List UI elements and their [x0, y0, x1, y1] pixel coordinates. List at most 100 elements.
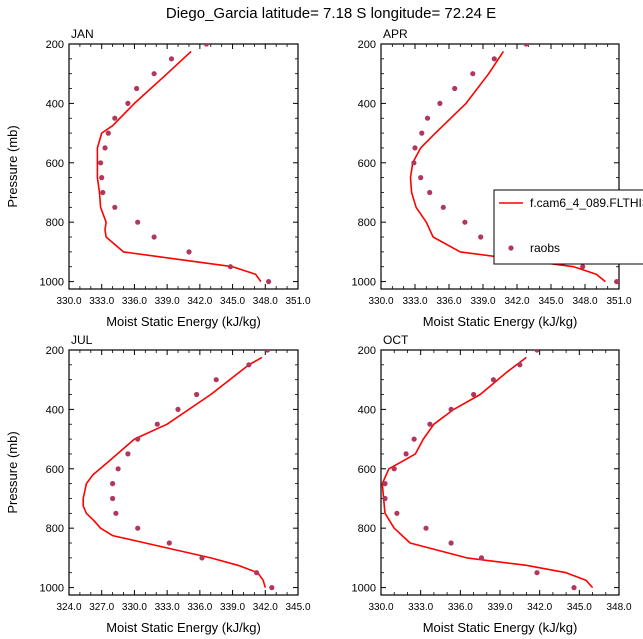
- y-tick-label: 1000: [352, 277, 376, 289]
- panel-title: JAN: [71, 27, 94, 41]
- x-tick-label: 333.0: [408, 602, 433, 613]
- obs-point: [199, 555, 205, 561]
- obs-point: [427, 421, 433, 427]
- obs-point: [105, 130, 111, 136]
- y-tick-label: 600: [358, 464, 376, 476]
- obs-point: [166, 540, 172, 546]
- obs-point: [115, 466, 121, 472]
- plot-frame: [380, 349, 620, 596]
- obs-point: [135, 436, 141, 442]
- obs-point: [227, 264, 233, 270]
- x-axis-label: Moist Static Energy (kJ/kg): [423, 620, 578, 635]
- x-tick-label: 339.0: [487, 602, 512, 613]
- obs-point: [186, 249, 192, 255]
- obs-point: [213, 377, 219, 383]
- obs-point: [112, 204, 118, 210]
- x-tick-label: 330.0: [368, 602, 393, 613]
- plot-frame: [68, 43, 299, 290]
- x-tick-label: 324.0: [56, 602, 81, 613]
- legend-model-label: f.cam6_4_089.FLTHIST_ne30.r328_gamma0.33…: [530, 196, 643, 210]
- obs-point: [100, 189, 106, 196]
- x-tick-label: 330.0: [368, 296, 393, 307]
- y-tick-label: 1000: [40, 277, 64, 289]
- plot-frame: [380, 43, 620, 290]
- panel-title: APR: [383, 27, 408, 41]
- y-tick-label: 600: [358, 158, 376, 170]
- obs-point: [448, 540, 454, 546]
- obs-point: [98, 160, 104, 166]
- x-axis-label: Moist Static Energy (kJ/kg): [106, 620, 261, 635]
- x-tick-label: 342.0: [504, 296, 529, 307]
- obs-point: [614, 279, 619, 285]
- obs-point: [391, 466, 397, 472]
- y-tick-label: 200: [358, 39, 376, 51]
- y-tick-label: 200: [46, 345, 64, 357]
- x-tick-label: 336.0: [122, 296, 147, 307]
- y-tick-label: 800: [46, 217, 64, 229]
- model-series-line: [381, 356, 594, 589]
- x-tick-label: 330.0: [122, 602, 147, 613]
- obs-point: [437, 100, 443, 106]
- panel-jul: JUL 324.0 327.0 330.0 333.0 336.0 339.0 342.0 34…: [5, 333, 311, 635]
- x-tick-label: 327.0: [89, 602, 114, 613]
- y-tick-label: 800: [46, 523, 64, 535]
- obs-point: [452, 85, 458, 92]
- y-tick-label: 600: [46, 158, 64, 170]
- x-tick-label: 339.0: [155, 296, 180, 307]
- series-group: [82, 350, 275, 591]
- panel-title: JUL: [71, 333, 93, 347]
- obs-point: [394, 510, 400, 516]
- x-tick-label: 351.0: [285, 296, 310, 307]
- y-tick-label: 200: [358, 345, 376, 357]
- x-tick-label: 342.0: [187, 296, 212, 307]
- obs-point: [571, 585, 577, 591]
- obs-point: [203, 44, 209, 47]
- obs-point: [99, 175, 105, 181]
- obs-point: [462, 219, 468, 225]
- obs-point: [478, 234, 484, 240]
- obs-point: [448, 406, 454, 412]
- legend-obs-swatch: [508, 245, 514, 251]
- obs-point: [264, 350, 271, 353]
- x-tick-label: 333.0: [89, 296, 114, 307]
- panel-oct: OCT 330.0 333.0 336.0 339.0 342.0 345.0 348.0 20…: [352, 333, 632, 635]
- x-tick-label: 342.0: [527, 602, 552, 613]
- model-series-line: [96, 50, 262, 283]
- obs-point: [135, 525, 141, 531]
- obs-point: [471, 391, 477, 398]
- y-axis-label: Pressure (mb): [5, 431, 20, 513]
- x-tick-label: 345.0: [538, 296, 563, 307]
- obs-point: [110, 481, 116, 487]
- obs-point: [523, 44, 529, 47]
- x-tick-label: 336.0: [448, 602, 473, 613]
- x-tick-label: 348.0: [572, 296, 597, 307]
- panel-jan: JAN 330.0 333.0 336.0 339.0 342.0 345.0 348.0 35…: [5, 27, 311, 329]
- obs-point: [490, 377, 496, 383]
- y-tick-label: 400: [46, 98, 64, 110]
- obs-point: [517, 362, 523, 368]
- x-tick-label: 339.0: [220, 602, 245, 613]
- x-tick-label: 333.0: [155, 602, 180, 613]
- obs-point: [102, 145, 108, 151]
- x-tick-label: 339.0: [470, 296, 495, 307]
- x-tick-label: 348.0: [606, 602, 631, 613]
- obs-point: [424, 115, 431, 121]
- legend-obs-label: raobs: [530, 241, 560, 255]
- y-tick-label: 200: [46, 39, 64, 51]
- series-group: [381, 350, 594, 591]
- obs-point: [125, 451, 131, 457]
- x-tick-label: 345.0: [220, 296, 245, 307]
- obs-point: [266, 279, 272, 285]
- obs-point: [423, 525, 429, 531]
- y-tick-label: 400: [358, 404, 376, 416]
- obs-point: [254, 570, 260, 576]
- obs-point: [403, 451, 409, 457]
- obs-point: [125, 100, 131, 106]
- x-tick-label: 342.0: [253, 602, 278, 613]
- obs-point: [470, 71, 476, 77]
- obs-point: [418, 175, 424, 181]
- obs-point: [382, 481, 388, 487]
- x-tick-label: 336.0: [187, 602, 212, 613]
- y-axis-label: Pressure (mb): [5, 125, 20, 207]
- obs-point: [412, 145, 418, 151]
